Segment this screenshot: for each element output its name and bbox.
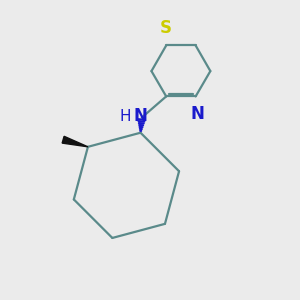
Text: H: H (119, 109, 130, 124)
Polygon shape (62, 136, 88, 147)
Text: N: N (133, 107, 147, 125)
Text: N: N (190, 105, 204, 123)
Text: S: S (160, 19, 172, 37)
